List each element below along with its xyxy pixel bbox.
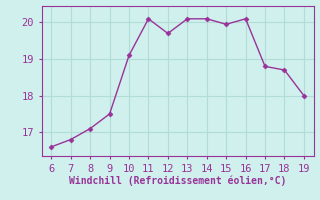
- X-axis label: Windchill (Refroidissement éolien,°C): Windchill (Refroidissement éolien,°C): [69, 175, 286, 186]
